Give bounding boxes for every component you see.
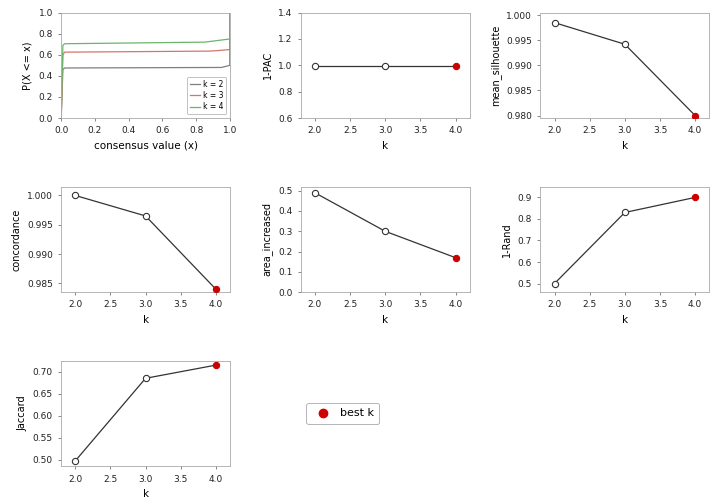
X-axis label: k: k xyxy=(622,315,628,325)
Y-axis label: Jaccard: Jaccard xyxy=(17,396,27,431)
Y-axis label: mean_silhouette: mean_silhouette xyxy=(490,25,500,106)
X-axis label: k: k xyxy=(622,141,628,151)
Legend: k = 2, k = 3, k = 4: k = 2, k = 3, k = 4 xyxy=(187,77,226,114)
Y-axis label: 1-PAC: 1-PAC xyxy=(263,51,273,80)
X-axis label: k: k xyxy=(382,141,388,151)
X-axis label: k: k xyxy=(143,315,148,325)
X-axis label: k: k xyxy=(143,489,148,499)
Legend: best k: best k xyxy=(307,403,379,424)
Y-axis label: concordance: concordance xyxy=(12,208,22,271)
Y-axis label: 1-Rand: 1-Rand xyxy=(502,222,512,257)
X-axis label: k: k xyxy=(382,315,388,325)
Y-axis label: P(X <= x): P(X <= x) xyxy=(23,41,33,90)
X-axis label: consensus value (x): consensus value (x) xyxy=(94,141,197,151)
Y-axis label: area_increased: area_increased xyxy=(261,203,273,276)
